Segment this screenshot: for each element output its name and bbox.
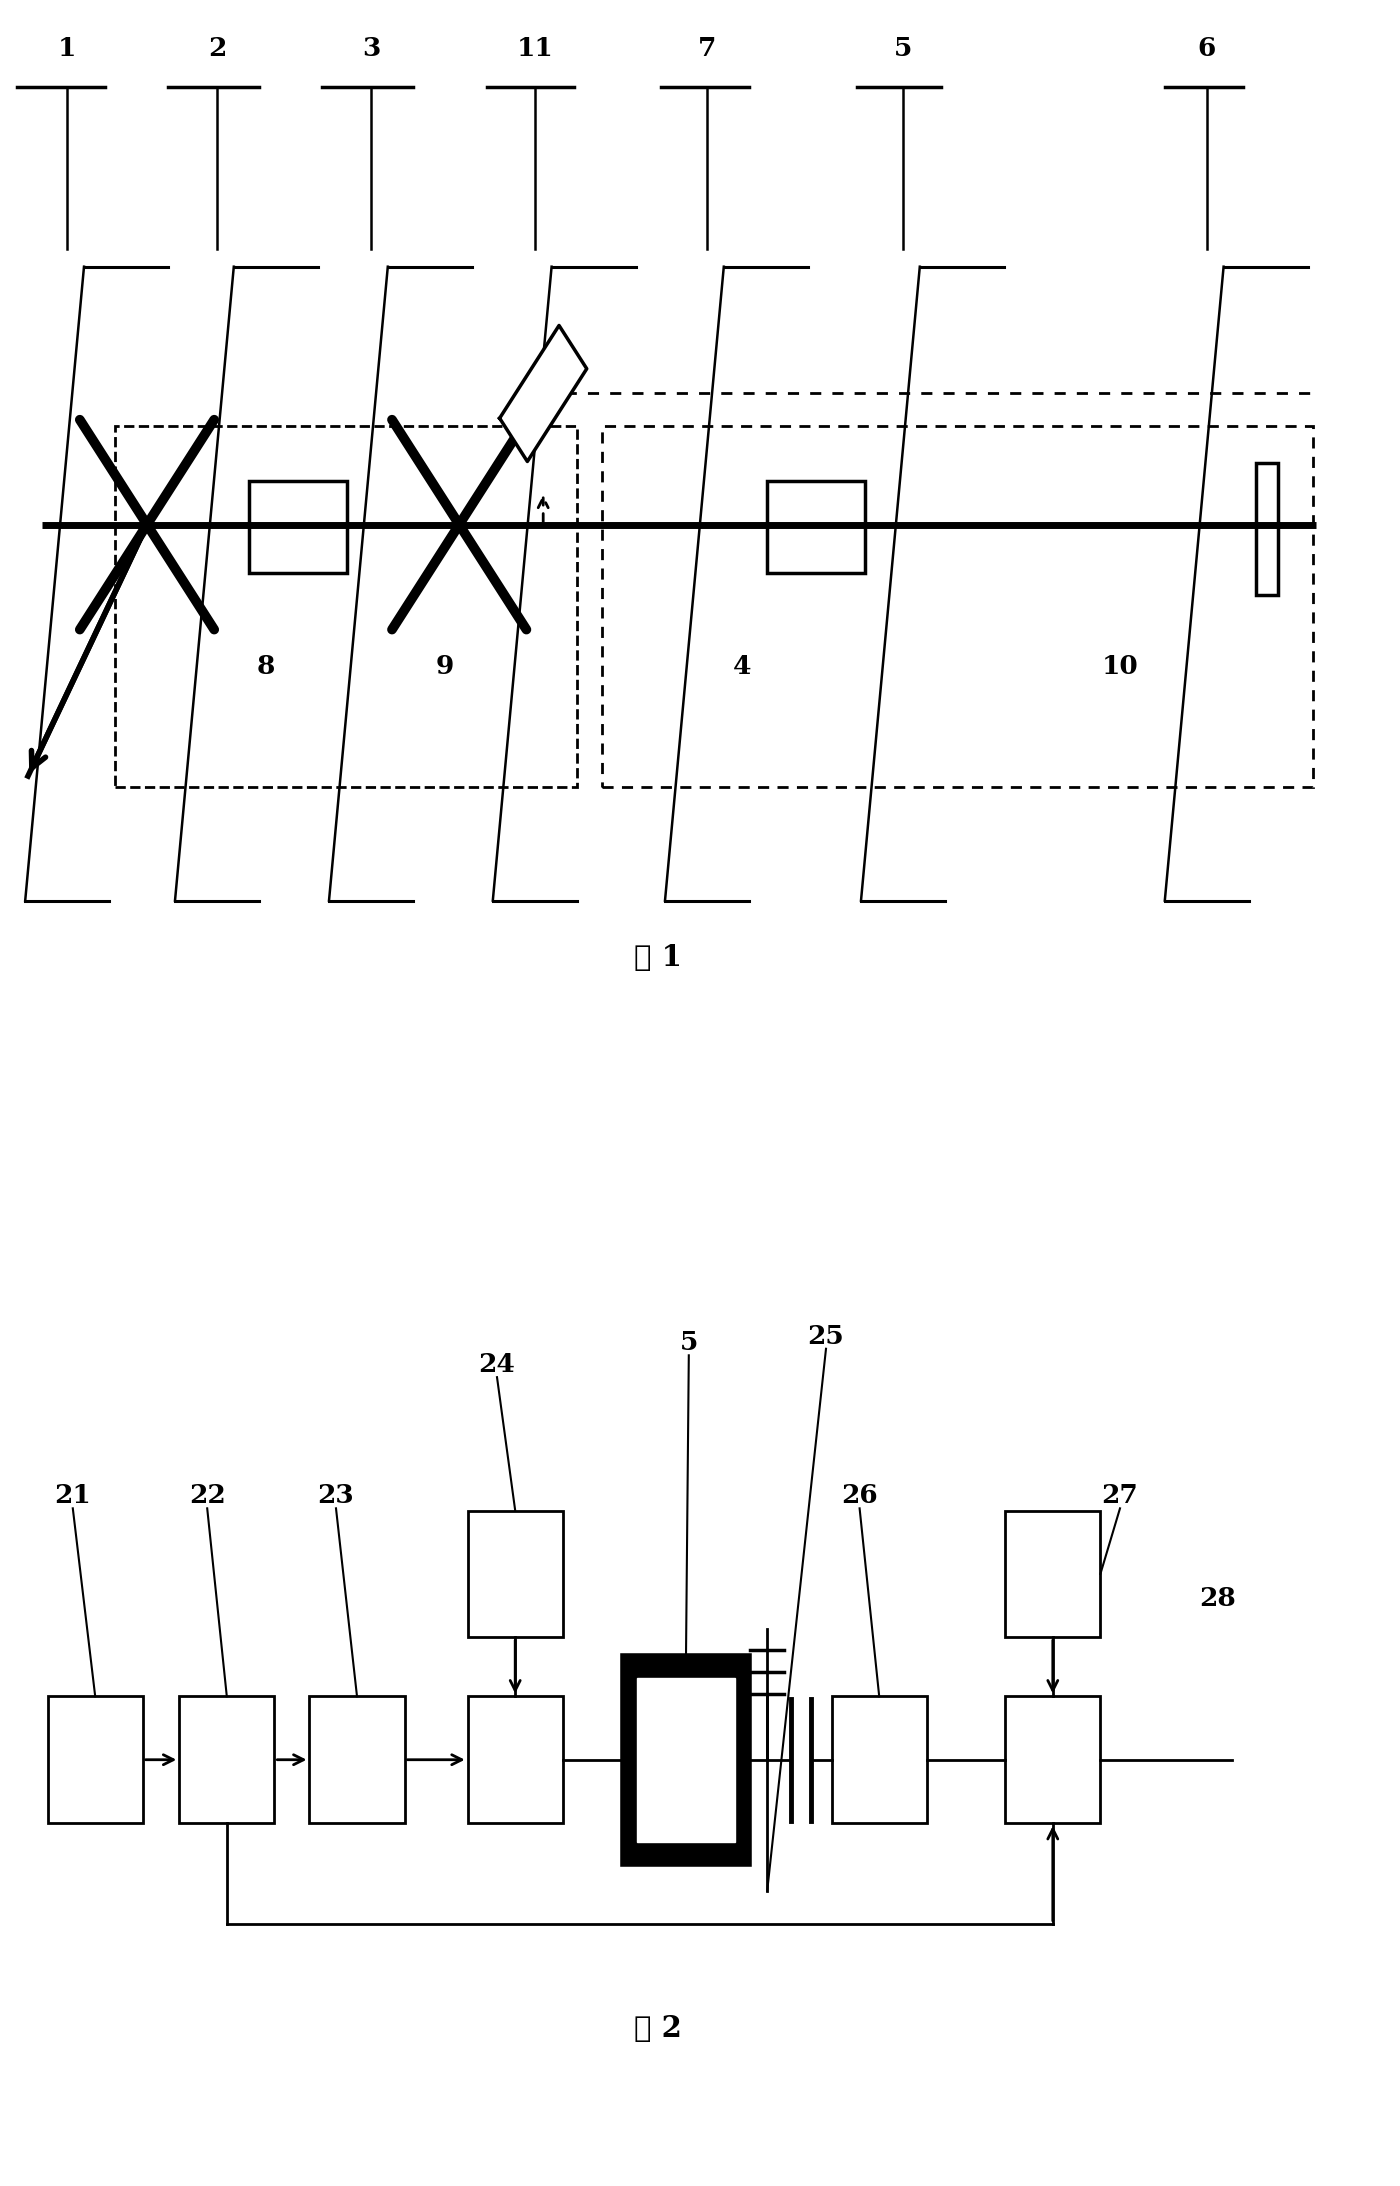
Bar <box>468 1696 563 1823</box>
Text: 25: 25 <box>808 1325 844 1349</box>
Polygon shape <box>500 326 587 461</box>
Text: 22: 22 <box>189 1484 225 1508</box>
Text: 4: 4 <box>732 654 752 680</box>
Text: 28: 28 <box>1200 1587 1236 1611</box>
Text: 3: 3 <box>361 37 381 61</box>
Text: 21: 21 <box>55 1484 91 1508</box>
Text: 图 2: 图 2 <box>634 2013 682 2044</box>
Text: 10: 10 <box>1102 654 1138 680</box>
Text: 2: 2 <box>207 37 227 61</box>
Text: 11: 11 <box>517 37 553 61</box>
Text: 24: 24 <box>479 1353 515 1377</box>
Bar <box>115 426 577 787</box>
Text: 8: 8 <box>256 654 276 680</box>
Bar <box>623 1657 749 1862</box>
Bar <box>767 481 865 573</box>
Text: 图 1: 图 1 <box>634 942 682 973</box>
Text: 1: 1 <box>57 37 77 61</box>
Bar <box>832 1696 927 1823</box>
Bar <box>1005 1511 1100 1637</box>
Bar <box>602 426 1313 787</box>
Bar <box>1005 1696 1100 1823</box>
Text: 26: 26 <box>841 1484 878 1508</box>
Bar <box>637 1679 735 1841</box>
Bar <box>309 1696 405 1823</box>
Bar <box>48 1696 143 1823</box>
Text: 7: 7 <box>697 37 717 61</box>
Bar <box>249 481 347 573</box>
Text: 5: 5 <box>893 37 913 61</box>
Text: 23: 23 <box>318 1484 354 1508</box>
Text: 27: 27 <box>1102 1484 1138 1508</box>
Text: 5: 5 <box>679 1331 699 1355</box>
Bar <box>1256 463 1278 595</box>
Bar <box>179 1696 274 1823</box>
Text: 6: 6 <box>1197 37 1217 61</box>
Text: 9: 9 <box>435 654 455 680</box>
Bar <box>468 1511 563 1637</box>
